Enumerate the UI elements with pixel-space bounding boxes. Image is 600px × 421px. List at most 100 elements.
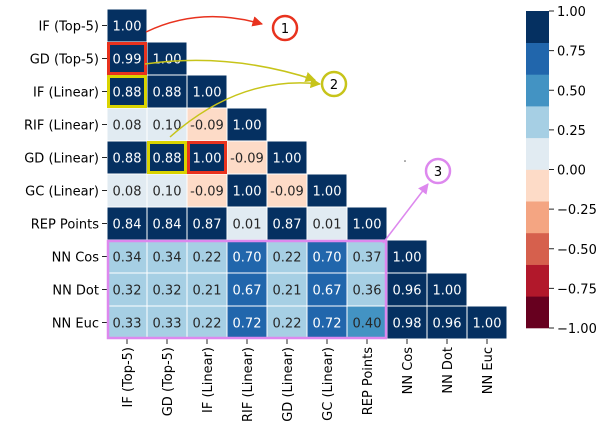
y-tick-label: GD (Linear)	[24, 152, 99, 167]
colorbar-bin	[526, 106, 549, 139]
colorbar-tick-label: −1.00	[557, 322, 597, 337]
y-tick-label: GD (Top-5)	[30, 53, 99, 68]
cell-value-label: -0.09	[190, 119, 224, 134]
heatmap-cell	[226, 272, 268, 307]
x-tick-label: IF (Linear)	[201, 347, 216, 413]
heatmap-cell	[226, 173, 268, 208]
cell-value-label: -0.09	[190, 185, 224, 200]
cell-value-label: 0.33	[153, 317, 182, 332]
x-tick-label: IF (Top-5)	[121, 347, 136, 408]
heatmap-cell	[306, 173, 348, 208]
heatmap-cell	[266, 140, 308, 175]
cell-value-label: 0.67	[233, 284, 262, 299]
x-tick-label: RIF (Linear)	[241, 347, 256, 421]
highlight-box	[187, 141, 227, 174]
colorbar-tick-label: −0.50	[557, 243, 597, 258]
colorbar-tick-label: 1.00	[557, 5, 586, 20]
heatmap-cell	[186, 173, 228, 208]
annotation-arrow	[169, 77, 322, 138]
y-tick-label: NN Euc	[52, 317, 99, 332]
cell-value-label: 0.98	[393, 317, 422, 332]
colorbar-bin	[526, 137, 549, 170]
cell-value-label: 0.22	[273, 317, 302, 332]
cell-value-label: 0.33	[113, 317, 142, 332]
cell-value-label: 0.01	[313, 218, 342, 233]
cell-value-label: 0.72	[233, 317, 262, 332]
heatmap-cell	[266, 206, 308, 241]
x-tick-label: GD (Top-5)	[161, 347, 176, 416]
y-tick-label: NN Dot	[52, 284, 99, 299]
cell-value-label: 0.88	[153, 152, 182, 167]
heatmap-cell	[306, 206, 348, 241]
cell-value-label: 0.32	[113, 284, 142, 299]
cell-value-label: 1.00	[473, 317, 502, 332]
cell-value-label: 1.00	[193, 86, 222, 101]
cell-value-label: 0.70	[313, 251, 342, 266]
colorbar-bin	[526, 42, 549, 75]
x-axis-tick-labels: IF (Top-5) GD (Top-5) IF (Linear) RIF (Line…	[121, 339, 496, 421]
cell-value-label: 0.87	[193, 218, 222, 233]
marker-number: 1	[281, 22, 289, 37]
cell-value-label: 0.84	[113, 218, 142, 233]
cell-value-label: 0.22	[193, 317, 222, 332]
cell-value-label: 0.34	[153, 251, 182, 266]
cell-value-label: 0.21	[273, 284, 302, 299]
heatmap-cell	[146, 74, 188, 109]
cell-value-label: 1.00	[233, 119, 262, 134]
heatmap-cell	[386, 305, 428, 340]
highlight-box	[107, 75, 147, 108]
cell-value-label: 0.88	[113, 152, 142, 167]
cell-value-label: 0.87	[273, 218, 302, 233]
heatmap-cell	[266, 173, 308, 208]
cell-value-label: -0.09	[230, 152, 264, 167]
annotation-arrow	[145, 15, 264, 33]
heatmap-cell	[226, 305, 268, 340]
colorbar-tick-label: 0.75	[557, 45, 586, 60]
cell-value-label: 0.08	[113, 119, 142, 134]
heatmap-cell	[146, 206, 188, 241]
annotation-arrows: 1 2 3	[144, 14, 452, 244]
highlight-boxes	[106, 42, 388, 340]
y-tick-label: RIF (Linear)	[24, 119, 99, 134]
cell-value-label: 1.00	[433, 284, 462, 299]
cell-value-label: 1.00	[153, 53, 182, 68]
colorbar-bin	[526, 74, 549, 107]
marker-circle	[271, 14, 299, 42]
cell-value-label: 0.32	[153, 284, 182, 299]
cell-value-label: 1.00	[193, 152, 222, 167]
marker-circle	[320, 70, 348, 98]
colorbar-bin	[526, 201, 549, 234]
annotation-arrow	[144, 59, 316, 83]
cell-value-label: 0.10	[153, 119, 182, 134]
y-tick-label: IF (Linear)	[33, 86, 99, 101]
cell-value-label: 0.72	[313, 317, 342, 332]
x-tick-label: NN Cos	[401, 347, 416, 395]
heatmap-cell	[426, 272, 468, 307]
cell-value-label: 0.10	[153, 185, 182, 200]
cell-value-label: 0.22	[273, 251, 302, 266]
highlight-box	[147, 141, 187, 174]
cell-value-label: 0.88	[153, 86, 182, 101]
heatmap-cell	[226, 206, 268, 241]
colorbar-bin	[526, 169, 549, 202]
x-tick-label: NN Dot	[441, 347, 456, 394]
cell-value-label: 1.00	[313, 185, 342, 200]
annotation-arrow	[382, 183, 429, 244]
heatmap-cell	[146, 272, 188, 307]
heatmap-cell	[146, 41, 188, 76]
cell-value-label: 0.84	[153, 218, 182, 233]
cell-value-label: 0.96	[433, 317, 462, 332]
colorbar-tick-label: 0.25	[557, 124, 586, 139]
heatmap-cell	[226, 140, 268, 175]
colorbar-tick-label: 0.50	[557, 84, 586, 99]
cell-value-label: 1.00	[273, 152, 302, 167]
cell-value-label: 0.88	[113, 86, 142, 101]
cell-value-label: -0.09	[270, 185, 304, 200]
cell-value-label: 0.01	[233, 218, 262, 233]
heatmap-cell	[146, 305, 188, 340]
colorbar: 1.00 0.75 0.50 0.25 0.00 −0.25 −0.50 −0.75 −1.00	[526, 5, 597, 337]
y-tick-label: REP Points	[31, 218, 99, 233]
heatmap-cell	[346, 305, 388, 340]
heatmap-cell	[306, 272, 348, 307]
